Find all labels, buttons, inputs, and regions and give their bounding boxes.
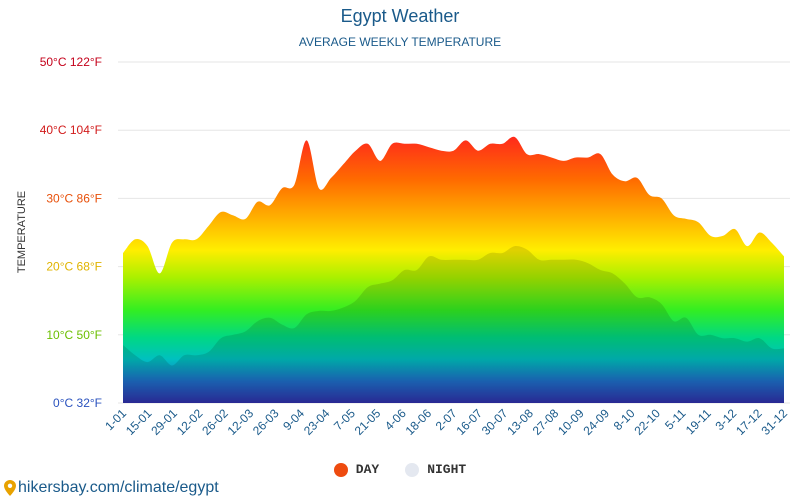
- x-axis-labels: 1-0115-0129-0112-0226-0212-0326-039-0423…: [102, 406, 790, 438]
- x-tick-label: 15-01: [123, 406, 155, 438]
- x-tick-label: 29-01: [148, 406, 180, 438]
- chart-title: Egypt Weather: [340, 6, 460, 26]
- x-tick-label: 21-05: [352, 406, 384, 438]
- x-tick-label: 27-08: [530, 406, 562, 438]
- y-tick-label: 20°C 68°F: [46, 260, 102, 274]
- x-tick-label: 23-04: [301, 406, 333, 438]
- x-tick-label: 16-07: [453, 406, 485, 438]
- x-tick-label: 12-03: [225, 406, 257, 438]
- y-tick-label: 0°C 32°F: [53, 396, 102, 410]
- y-axis-title: TEMPERATURE: [16, 191, 28, 273]
- x-tick-label: 24-09: [581, 406, 613, 438]
- x-tick-label: 18-06: [403, 406, 435, 438]
- x-tick-label: 26-02: [199, 406, 231, 438]
- legend: DAY NIGHT: [0, 462, 800, 477]
- source-link[interactable]: hikersbay.com/climate/egypt: [4, 479, 219, 497]
- legend-item-day[interactable]: DAY: [333, 462, 380, 477]
- x-tick-label: 17-12: [733, 406, 765, 438]
- location-pin-icon: [4, 480, 16, 496]
- x-tick-label: 12-02: [174, 406, 206, 438]
- night-series-area: [123, 246, 784, 403]
- y-tick-label: 30°C 86°F: [46, 191, 102, 205]
- legend-item-night[interactable]: NIGHT: [405, 462, 466, 477]
- x-tick-label: 30-07: [479, 406, 511, 438]
- x-tick-label: 31-12: [759, 406, 791, 438]
- chart-subtitle: AVERAGE WEEKLY TEMPERATURE: [298, 35, 502, 49]
- x-tick-label: 19-11: [683, 406, 714, 437]
- x-tick-label: 13-08: [504, 406, 536, 438]
- x-tick-label: 26-03: [250, 406, 282, 438]
- temperature-chart: 0°C 32°F 10°C 50°F 20°C 68°F 30°C 86°F 40°C …: [16, 55, 790, 438]
- day-series-area: [123, 136, 784, 403]
- y-axis-labels: 0°C 32°F 10°C 50°F 20°C 68°F 30°C 86°F 40°C …: [40, 55, 102, 410]
- legend-night-label: NIGHT: [427, 462, 467, 477]
- legend-night-swatch: [405, 462, 420, 477]
- legend-day-label: DAY: [355, 462, 380, 477]
- y-tick-label: 40°C 104°F: [40, 123, 102, 137]
- x-tick-label: 10-09: [555, 406, 587, 438]
- y-tick-label: 50°C 122°F: [40, 55, 102, 69]
- y-tick-label: 10°C 50°F: [46, 328, 102, 342]
- x-tick-label: 22-10: [631, 406, 663, 438]
- legend-day-swatch: [333, 462, 348, 477]
- source-text: hikersbay.com/climate/egypt: [18, 479, 219, 496]
